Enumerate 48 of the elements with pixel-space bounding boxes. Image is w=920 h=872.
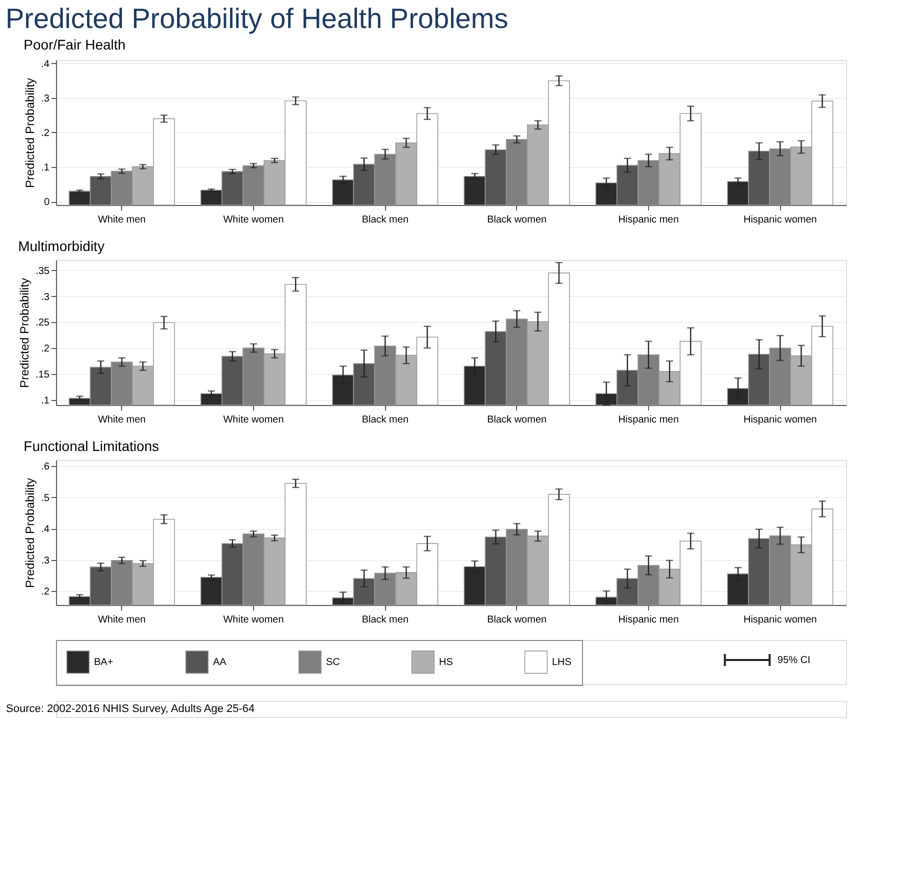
y-tick-label: .4	[41, 58, 50, 70]
y-tick-label: .35	[36, 266, 50, 277]
y-tick-label: .3	[41, 292, 50, 303]
x-tick-label: Hispanic men	[618, 214, 679, 226]
x-tick-label: Hispanic men	[618, 614, 679, 626]
y-axis-title: Predicted Probability	[23, 478, 38, 588]
legend-label: BA+	[94, 657, 114, 668]
x-tick-label: Black men	[362, 214, 409, 226]
y-tick-label: .1	[41, 395, 50, 406]
chart-subtitle: Poor/Fair Health	[24, 36, 126, 52]
x-tick-label: White men	[98, 214, 146, 226]
legend-label: HS	[439, 657, 454, 668]
y-tick-label: .6	[41, 462, 50, 473]
y-tick-label: .2	[41, 586, 50, 598]
y-tick-label: 0	[44, 197, 50, 208]
y-axis-title: Predicted Probability	[18, 278, 32, 388]
legend-label: LHS	[552, 657, 572, 668]
x-tick-label: Hispanic men	[618, 414, 679, 426]
x-tick-label: Black women	[487, 414, 547, 426]
legend-label: SC	[326, 657, 340, 668]
chart-subtitle: Functional Limitations	[24, 438, 160, 454]
y-axis-title: Predicted Probability	[23, 78, 38, 188]
source-note: Source: 2002-2016 NHIS Survey, Adults Age 25-64	[6, 703, 255, 715]
legend-label: AA	[213, 657, 227, 668]
y-tick-label: .1	[41, 162, 50, 174]
x-tick-label: Black women	[487, 614, 547, 626]
y-tick-label: .2	[41, 344, 50, 355]
x-tick-label: White men	[98, 614, 146, 626]
x-tick-label: Hispanic women	[743, 614, 817, 626]
y-tick-label: .15	[36, 369, 50, 380]
x-tick-label: White women	[223, 614, 284, 626]
y-tick-label: .2	[41, 128, 50, 139]
chart-subtitle: Multimorbidity	[18, 238, 104, 254]
x-tick-label: White women	[223, 414, 284, 426]
text: 95% CI	[778, 655, 810, 666]
x-tick-label: White men	[98, 414, 146, 426]
x-tick-label: White women	[223, 214, 284, 226]
y-tick-label: .4	[41, 524, 50, 536]
y-tick-label: .3	[41, 555, 50, 566]
y-tick-label: .25	[36, 318, 50, 329]
y-tick-label: .5	[41, 492, 50, 504]
x-tick-label: Black men	[362, 414, 409, 426]
chart-title: Predicted Probability of Health Problems	[6, 2, 508, 34]
x-tick-label: Hispanic women	[743, 414, 817, 426]
x-tick-label: Black men	[362, 614, 409, 626]
y-tick-label: .3	[41, 93, 50, 104]
x-tick-label: Black women	[487, 214, 547, 226]
x-tick-label: Hispanic women	[743, 214, 817, 226]
